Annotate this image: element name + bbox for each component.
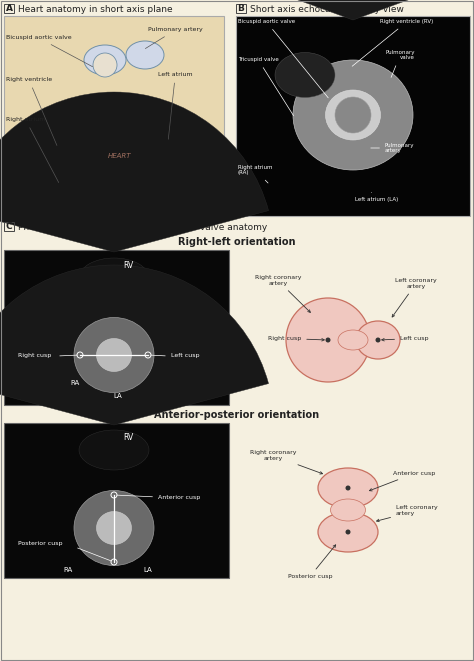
- Circle shape: [346, 485, 350, 490]
- Text: A: A: [6, 4, 12, 13]
- Ellipse shape: [318, 512, 378, 552]
- Circle shape: [346, 529, 350, 535]
- Text: Anterior-posterior orientation: Anterior-posterior orientation: [155, 410, 319, 420]
- Text: Pulmonary artery: Pulmonary artery: [146, 28, 203, 48]
- Text: Right atrium: Right atrium: [6, 118, 59, 182]
- Text: LA: LA: [144, 567, 152, 573]
- Ellipse shape: [97, 512, 131, 545]
- Circle shape: [326, 338, 330, 342]
- Text: Short axis echocardiography view: Short axis echocardiography view: [250, 5, 404, 13]
- Ellipse shape: [147, 122, 202, 168]
- Text: RV: RV: [123, 261, 133, 270]
- Text: Right coronary
artery: Right coronary artery: [250, 450, 322, 474]
- Ellipse shape: [47, 166, 97, 204]
- Circle shape: [375, 338, 381, 342]
- Wedge shape: [0, 265, 269, 425]
- FancyBboxPatch shape: [4, 423, 229, 578]
- Text: Posterior cusp: Posterior cusp: [288, 545, 336, 579]
- Ellipse shape: [293, 60, 413, 170]
- Ellipse shape: [25, 132, 105, 198]
- Circle shape: [286, 298, 370, 382]
- Text: LA: LA: [114, 393, 122, 399]
- Ellipse shape: [330, 499, 365, 521]
- Ellipse shape: [74, 490, 154, 566]
- Text: Posterior cusp: Posterior cusp: [18, 541, 62, 546]
- Text: Anterior cusp: Anterior cusp: [117, 495, 200, 500]
- Ellipse shape: [338, 330, 368, 350]
- Text: RA: RA: [64, 567, 73, 573]
- Text: Bicuspid aortic valve: Bicuspid aortic valve: [238, 20, 328, 98]
- Text: Left coronary
artery: Left coronary artery: [377, 505, 438, 522]
- Circle shape: [335, 97, 371, 133]
- Ellipse shape: [275, 52, 335, 98]
- Text: Anterior cusp: Anterior cusp: [369, 471, 435, 491]
- Text: Left atrium (LA): Left atrium (LA): [355, 192, 398, 202]
- FancyBboxPatch shape: [4, 250, 229, 405]
- Ellipse shape: [79, 258, 149, 298]
- Ellipse shape: [79, 430, 149, 470]
- Text: Right cusp: Right cusp: [18, 353, 52, 358]
- Text: Right ventricle (RV): Right ventricle (RV): [352, 20, 433, 66]
- Text: Pulmonary
valve: Pulmonary valve: [385, 50, 415, 77]
- Text: Left cusp: Left cusp: [382, 336, 428, 341]
- FancyBboxPatch shape: [236, 16, 470, 216]
- Text: Right ventricle: Right ventricle: [6, 77, 57, 145]
- Text: Right cusp: Right cusp: [268, 336, 324, 341]
- Text: HEART: HEART: [108, 153, 132, 159]
- Ellipse shape: [318, 468, 378, 508]
- Text: Right-left orientation: Right-left orientation: [178, 237, 296, 247]
- Ellipse shape: [126, 41, 164, 69]
- Text: RV: RV: [123, 433, 133, 442]
- Text: Left coronary
artery: Left coronary artery: [392, 278, 437, 317]
- Ellipse shape: [356, 321, 400, 359]
- Text: C: C: [6, 222, 12, 231]
- Text: Pulmonary
artery: Pulmonary artery: [371, 143, 414, 153]
- Text: RA: RA: [70, 380, 80, 386]
- Ellipse shape: [84, 45, 126, 75]
- Text: B: B: [237, 4, 245, 13]
- Circle shape: [93, 53, 117, 77]
- Text: Left cusp: Left cusp: [171, 353, 199, 358]
- Text: Right coronary
artery: Right coronary artery: [255, 275, 310, 313]
- Ellipse shape: [40, 105, 180, 205]
- Wedge shape: [165, 0, 474, 20]
- Text: Bicuspid aortic valve: Bicuspid aortic valve: [6, 36, 92, 67]
- FancyBboxPatch shape: [4, 16, 224, 216]
- Ellipse shape: [97, 338, 131, 371]
- Text: Left atrium: Left atrium: [158, 73, 192, 139]
- Text: Heart anatomy in short axis plane: Heart anatomy in short axis plane: [18, 5, 173, 13]
- Ellipse shape: [326, 90, 381, 140]
- Text: Phenotypic variations in bicuspid aortic valve anatomy: Phenotypic variations in bicuspid aortic…: [18, 223, 267, 231]
- Wedge shape: [0, 92, 269, 252]
- Text: Right atrium
(RA): Right atrium (RA): [238, 165, 273, 183]
- Text: Tricuspid valve: Tricuspid valve: [238, 58, 293, 116]
- Ellipse shape: [74, 317, 154, 393]
